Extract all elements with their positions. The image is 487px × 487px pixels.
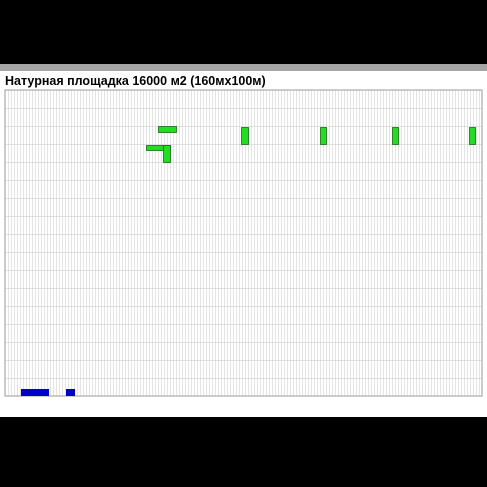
green-marker xyxy=(392,127,399,145)
blue-marker xyxy=(21,389,49,396)
blue-marker xyxy=(66,389,75,396)
green-marker xyxy=(469,127,476,145)
green-marker xyxy=(320,127,327,145)
green-marker xyxy=(163,145,171,163)
plan-title: Натурная площадка 16000 м2 (160мх100м) xyxy=(5,74,266,88)
header-strip xyxy=(0,64,487,71)
green-marker xyxy=(158,126,177,133)
green-marker xyxy=(241,127,249,145)
grid-lines xyxy=(5,90,482,396)
grid-border xyxy=(4,89,483,397)
